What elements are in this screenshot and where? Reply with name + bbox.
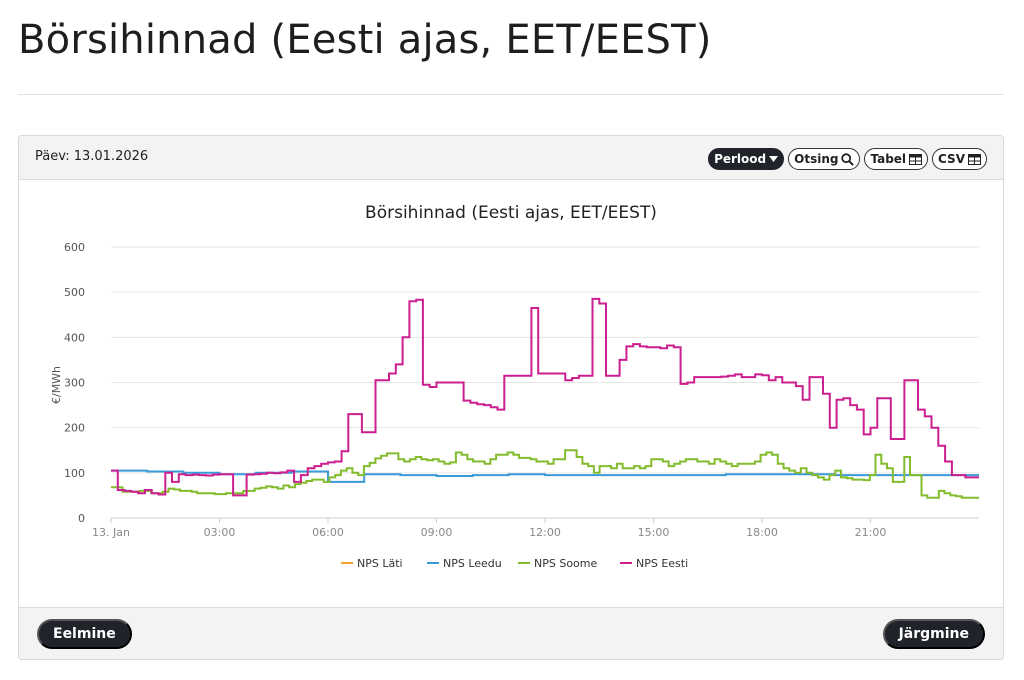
day-label: Päev: 13.01.2026 (35, 149, 149, 164)
x-tick-label: 03:00 (204, 526, 236, 539)
card-header: Päev: 13.01.2026 Perlood Otsing Tabel CS… (19, 136, 1003, 180)
search-button[interactable]: Otsing (788, 148, 861, 170)
chart-legend: NPS Läti NPS Leedu NPS Soome NPS Eesti (341, 557, 688, 570)
csv-button-label: CSV (938, 152, 965, 166)
next-day-button[interactable]: Järgmine (882, 619, 985, 649)
y-tick-label: 200 (64, 422, 85, 435)
period-button[interactable]: Perlood (708, 148, 785, 170)
y-tick-label: 600 (64, 241, 85, 254)
series-line (111, 469, 979, 483)
table-icon (968, 153, 981, 165)
chart-series (111, 297, 979, 499)
chart-title: Börsihinnad (Eesti ajas, EET/EEST) (365, 203, 657, 223)
x-tick-label: 15:00 (638, 526, 670, 539)
legend-item[interactable]: NPS Läti (357, 557, 403, 570)
x-tick-label: 09:00 (421, 526, 453, 539)
table-button-label: Tabel (870, 152, 907, 166)
table-icon (909, 153, 923, 165)
csv-button[interactable]: CSV (932, 148, 987, 170)
x-axis-ticks: 13. Jan 03:00 06:00 09:00 12:00 15:00 18:00 21:… (92, 518, 886, 539)
card-footer: Eelmine Järgmine (19, 607, 1003, 659)
series-line (111, 449, 979, 499)
x-tick-label: 06:00 (312, 526, 344, 539)
legend-item[interactable]: NPS Eesti (636, 557, 688, 570)
search-button-label: Otsing (794, 152, 839, 166)
y-tick-label: 0 (78, 512, 85, 525)
x-tick-label: 18:00 (746, 526, 778, 539)
y-axis-label: €/MWh (50, 366, 63, 404)
caret-down-icon (769, 156, 779, 162)
x-tick-label: 21:00 (855, 526, 887, 539)
price-line-chart: Börsihinnad (Eesti ajas, EET/EEST) €/MWh… (50, 203, 979, 570)
title-divider (18, 94, 1004, 95)
chart-toolbar: Perlood Otsing Tabel CSV (708, 148, 987, 170)
y-tick-label: 500 (64, 286, 85, 299)
previous-day-button[interactable]: Eelmine (37, 619, 132, 649)
page-title: Börsihinnad (Eesti ajas, EET/EEST) (18, 17, 712, 63)
search-icon (841, 152, 855, 166)
x-tick-label: 13. Jan (92, 526, 130, 539)
x-tick-label: 12:00 (529, 526, 561, 539)
y-tick-label: 300 (64, 377, 85, 390)
price-chart-card: Päev: 13.01.2026 Perlood Otsing Tabel CS… (18, 135, 1004, 660)
series-line (111, 297, 979, 497)
legend-item[interactable]: NPS Soome (534, 557, 597, 570)
y-tick-label: 100 (64, 467, 85, 480)
legend-item[interactable]: NPS Leedu (443, 557, 502, 570)
y-tick-label: 400 (64, 331, 85, 344)
period-button-label: Perlood (714, 152, 767, 166)
table-button[interactable]: Tabel (864, 148, 929, 170)
y-axis-ticks: 0 100 200 300 400 500 600 (64, 241, 85, 525)
